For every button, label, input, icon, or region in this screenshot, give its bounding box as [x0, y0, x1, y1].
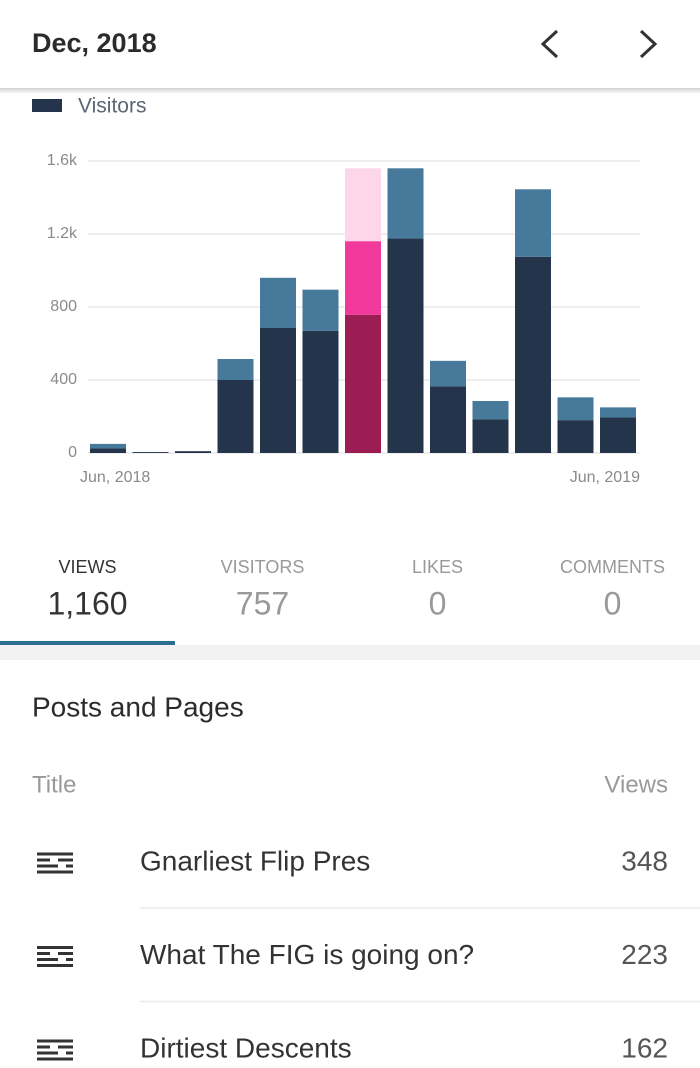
tab-value[interactable]: 1,160	[47, 585, 127, 621]
app-bar	[0, 0, 700, 88]
bar-segment[interactable]	[515, 256, 551, 453]
tab-value[interactable]: 0	[604, 585, 622, 621]
bar-segment[interactable]	[387, 238, 424, 453]
bar-segment[interactable]	[302, 289, 339, 331]
bar-segment[interactable]	[132, 452, 169, 453]
bar-segment[interactable]	[430, 386, 466, 453]
bar-segment[interactable]	[472, 419, 509, 453]
y-tick-label: 1.6k	[47, 152, 78, 169]
y-tick-label: 0	[68, 444, 77, 461]
bar-segment[interactable]	[345, 241, 381, 315]
post-views: 348	[621, 845, 668, 876]
prev-button[interactable]	[540, 29, 559, 59]
post-title[interactable]: What The FIG is going on?	[140, 939, 474, 970]
bar-segment[interactable]	[260, 277, 296, 328]
bar-segment[interactable]	[260, 327, 296, 453]
x-tick-label: Jun, 2019	[570, 469, 640, 486]
tab-indicator	[0, 641, 175, 645]
bar-segment[interactable]	[217, 359, 254, 380]
post-views: 162	[621, 1032, 668, 1063]
bar-segment[interactable]	[515, 189, 551, 257]
bar-segment[interactable]	[175, 451, 211, 453]
tab-label[interactable]: VISITORS	[221, 557, 305, 577]
period-title: Dec, 2018	[32, 28, 157, 58]
bar-segment[interactable]	[430, 360, 466, 387]
column-header: Title	[32, 771, 76, 798]
x-tick-label: Jun, 2018	[80, 469, 150, 486]
tab-value[interactable]: 0	[429, 585, 447, 621]
tab-label[interactable]: COMMENTS	[560, 557, 665, 577]
post-views: 223	[621, 939, 668, 970]
bar-segment[interactable]	[557, 397, 594, 421]
tab-label[interactable]: LIKES	[412, 557, 463, 577]
bar-segment[interactable]	[302, 330, 339, 453]
bar-segment[interactable]	[90, 448, 126, 453]
legend-label: Visitors	[78, 95, 146, 118]
tab-label[interactable]: VIEWS	[58, 557, 116, 577]
bar-segment[interactable]	[600, 417, 636, 453]
bar-segment[interactable]	[345, 314, 381, 453]
bar-segment[interactable]	[472, 400, 509, 420]
bar-segment[interactable]	[600, 407, 636, 418]
y-tick-label: 1.2k	[47, 225, 78, 242]
post-title[interactable]: Gnarliest Flip Pres	[140, 845, 370, 876]
section-divider	[0, 645, 700, 660]
tab-value[interactable]: 757	[236, 585, 289, 621]
next-button[interactable]	[639, 29, 658, 59]
post-title[interactable]: Dirtiest Descents	[140, 1032, 352, 1063]
bar-segment[interactable]	[90, 443, 126, 449]
bar-segment[interactable]	[557, 420, 594, 453]
y-tick-label: 800	[50, 298, 77, 315]
section-title: Posts and Pages	[32, 691, 244, 722]
column-header: Views	[604, 771, 668, 798]
bar-segment[interactable]	[387, 168, 424, 239]
app-bar-shadow	[0, 88, 700, 94]
y-tick-label: 400	[50, 371, 77, 388]
legend-swatch	[32, 99, 62, 112]
bar-segment[interactable]	[217, 380, 254, 453]
